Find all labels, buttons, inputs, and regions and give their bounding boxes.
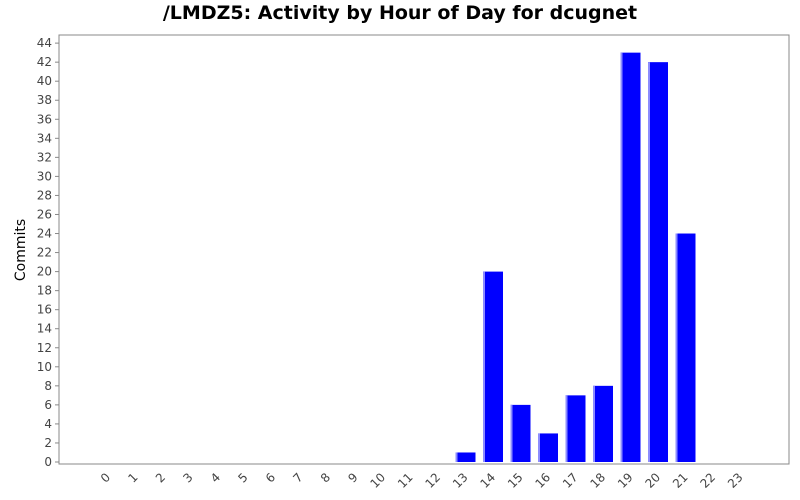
bar-highlight	[565, 395, 568, 462]
y-tick-label: 40	[37, 74, 52, 88]
x-tick-label: 6	[263, 470, 278, 485]
bar	[538, 433, 558, 462]
bar	[565, 395, 586, 462]
bar	[455, 452, 476, 462]
bar-highlight	[593, 385, 595, 462]
bar	[510, 404, 531, 462]
bar-highlight	[675, 233, 678, 462]
y-tick-label: 0	[44, 455, 52, 469]
x-tick-label: 10	[367, 470, 388, 491]
bar	[620, 52, 641, 462]
y-tick-label: 30	[37, 169, 52, 183]
y-tick-label: 20	[37, 265, 52, 279]
x-tick-label: 23	[725, 470, 746, 491]
x-tick-label: 13	[450, 470, 471, 491]
x-tick-label: 4	[208, 470, 223, 485]
y-tick-label: 24	[37, 227, 52, 241]
bar-highlight	[538, 433, 540, 462]
y-tick-label: 38	[37, 93, 52, 107]
y-tick-label: 8	[44, 379, 52, 393]
y-axis: 0246810121416182022242628303234363840424…	[37, 36, 59, 469]
y-tick-label: 22	[37, 246, 52, 260]
x-tick-label: 7	[290, 470, 305, 485]
bar-highlight	[648, 62, 650, 462]
x-tick-label: 18	[587, 470, 608, 491]
bar	[675, 233, 696, 462]
bar	[483, 271, 503, 462]
x-tick-label: 3	[180, 470, 195, 485]
y-tick-label: 44	[37, 36, 52, 50]
bar-highlight	[483, 271, 485, 462]
y-tick-label: 2	[44, 436, 52, 450]
x-tick-label: 15	[505, 470, 526, 491]
x-tick-label: 11	[395, 470, 416, 491]
bar	[648, 62, 668, 462]
x-tick-label: 0	[98, 470, 113, 485]
x-tick-label: 20	[642, 470, 663, 491]
chart-title: /LMDZ5: Activity by Hour of Day for dcug…	[162, 2, 638, 24]
y-tick-label: 14	[37, 322, 52, 336]
y-tick-label: 28	[37, 188, 52, 202]
x-tick-label: 1	[125, 470, 140, 485]
bar-highlight	[620, 52, 623, 462]
y-tick-label: 32	[37, 150, 52, 164]
x-axis: 0 1 2 3 4 5 6 7 8 9 10 11 12 13 14 15 16 17 18 19 20 21 22 23	[98, 470, 746, 491]
bar-highlight	[510, 404, 513, 462]
y-tick-label: 26	[37, 207, 52, 221]
x-tick-label: 21	[670, 470, 691, 491]
x-tick-label: 8	[318, 470, 333, 485]
y-tick-label: 36	[37, 112, 52, 126]
x-tick-label: 22	[697, 470, 718, 491]
bar	[593, 385, 613, 462]
bars	[455, 52, 696, 462]
x-tick-label: 14	[477, 470, 498, 491]
x-tick-label: 19	[615, 470, 636, 491]
x-tick-label: 16	[532, 470, 553, 491]
y-axis-title: Commits	[13, 219, 29, 281]
y-tick-label: 10	[37, 360, 52, 374]
y-tick-label: 6	[44, 398, 52, 412]
y-tick-label: 42	[37, 55, 52, 69]
y-tick-label: 16	[37, 303, 52, 317]
y-tick-label: 4	[44, 417, 52, 431]
x-tick-label: 17	[560, 470, 581, 491]
x-tick-label: 9	[345, 470, 360, 485]
x-tick-label: 2	[153, 470, 168, 485]
y-tick-label: 12	[37, 341, 52, 355]
bar-highlight	[455, 452, 458, 462]
x-tick-label: 12	[422, 470, 443, 491]
x-tick-label: 5	[235, 470, 250, 485]
y-tick-label: 34	[37, 131, 52, 145]
y-tick-label: 18	[37, 284, 52, 298]
